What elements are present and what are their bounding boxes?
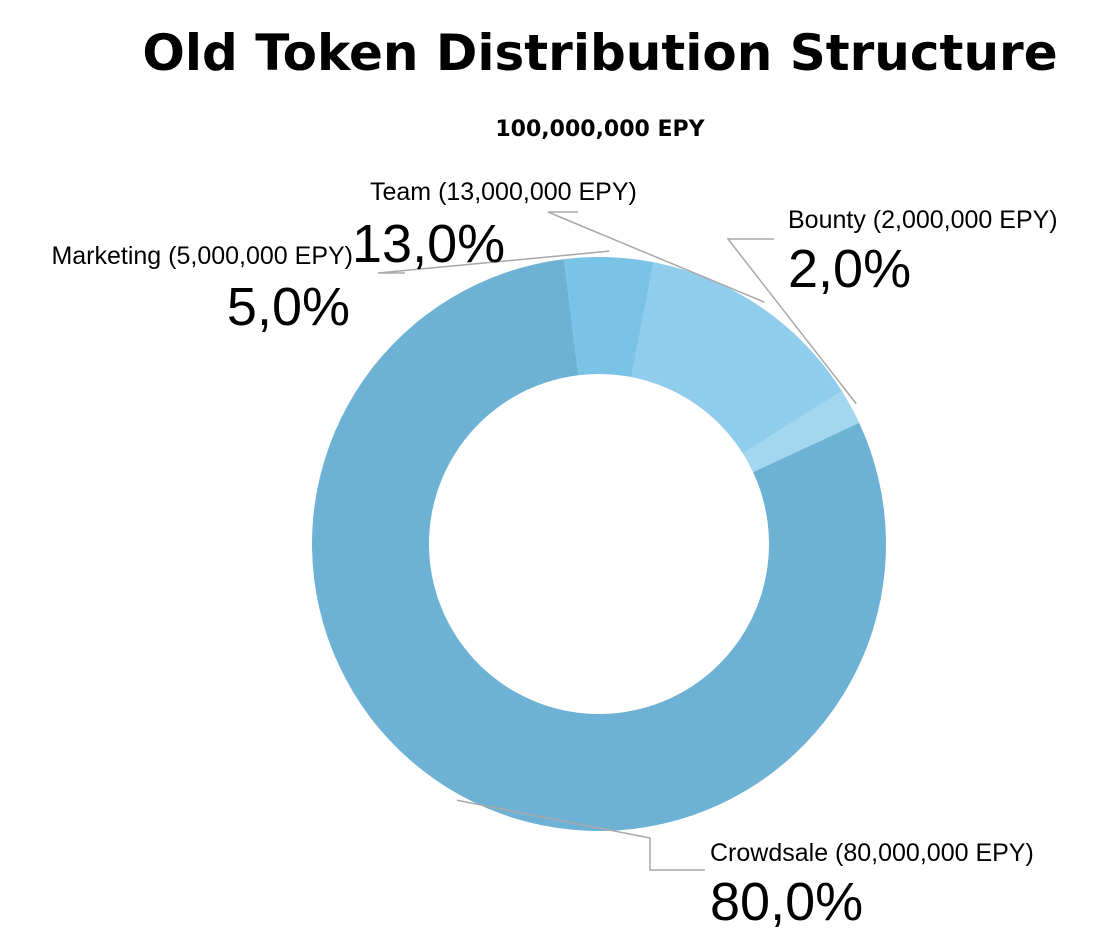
chart-subtitle: 100,000,000 EPY: [495, 117, 705, 142]
slice-percent-bounty: 2,0%: [788, 239, 911, 299]
slice-percent-team: 13,0%: [352, 214, 505, 274]
leader-line-crowdsale: [456, 799, 705, 871]
slice-label-team: Team (13,000,000 EPY) 13,0%: [352, 178, 637, 274]
slice-bounty: [742, 391, 860, 473]
slice-name-team: Team (13,000,000 EPY): [370, 178, 637, 206]
slice-label-marketing: Marketing (5,000,000 EPY) 5,0%: [51, 242, 353, 337]
leader-line-marketing: [377, 250, 610, 274]
slice-team: [631, 262, 842, 454]
slice-crowdsale: [311, 259, 886, 832]
chart-title: Old Token Distribution Structure: [142, 24, 1057, 82]
leader-lines: [377, 211, 857, 871]
slice-name-crowdsale: Crowdsale (80,000,000 EPY): [710, 839, 1034, 867]
slice-percent-crowdsale: 80,0%: [710, 872, 863, 932]
slice-name-bounty: Bounty (2,000,000 EPY): [788, 206, 1058, 234]
leader-line-bounty: [726, 238, 857, 405]
slice-percent-marketing: 5,0%: [227, 277, 350, 337]
leader-line-team: [547, 211, 765, 303]
slice-label-crowdsale: Crowdsale (80,000,000 EPY) 80,0%: [710, 839, 1034, 932]
donut-slices: [311, 257, 886, 832]
slice-name-marketing: Marketing (5,000,000 EPY): [51, 242, 353, 270]
slice-marketing: [564, 257, 654, 378]
slice-label-bounty: Bounty (2,000,000 EPY) 2,0%: [788, 206, 1058, 299]
